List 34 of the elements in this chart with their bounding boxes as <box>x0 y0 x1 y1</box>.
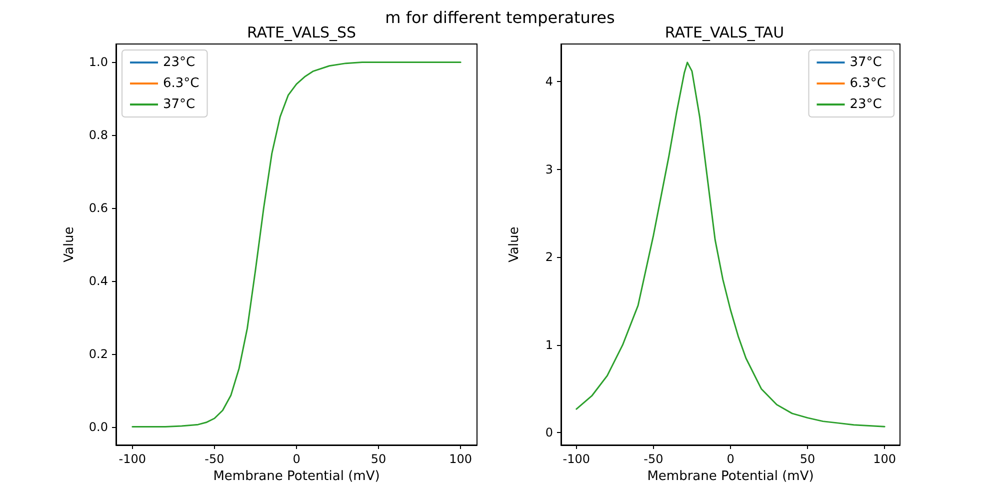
x-tick-label: 100 <box>449 452 472 466</box>
x-tick-label: 50 <box>800 452 816 466</box>
chart-title: RATE_VALS_SS <box>246 24 356 42</box>
x-tick-label: 50 <box>370 452 386 466</box>
y-axis-title: Value <box>507 226 522 262</box>
x-axis-title: Membrane Potential (mV) <box>647 469 814 484</box>
y-tick-label: 0.0 <box>88 420 108 434</box>
legend-label: 6.3°C <box>163 76 200 91</box>
y-tick-label: 2 <box>545 250 553 264</box>
y-axis-title: Value <box>62 226 77 262</box>
x-tick-label: 100 <box>873 452 896 466</box>
legend-label: 6.3°C <box>850 76 886 91</box>
text: m for different temperatures <box>385 8 615 27</box>
y-tick-label: 0.6 <box>88 201 108 216</box>
chart-title: RATE_VALS_TAU <box>664 24 784 42</box>
y-tick-label: 3 <box>545 162 553 176</box>
x-tick-label: -50 <box>644 452 664 466</box>
y-tick-label: 1 <box>545 338 553 352</box>
y-tick-label: 4 <box>545 74 553 89</box>
x-tick-label: 0 <box>292 452 300 466</box>
x-tick-label: -50 <box>204 452 224 466</box>
y-tick-label: 0.4 <box>88 274 108 288</box>
x-tick-label: 0 <box>726 452 734 466</box>
y-tick-label: 0 <box>545 426 553 440</box>
legend-label: 23°C <box>163 55 196 70</box>
y-tick-label: 1.0 <box>88 55 108 70</box>
y-tick-label: 0.8 <box>88 128 108 142</box>
x-tick-label: -100 <box>118 452 146 466</box>
legend-label: 37°C <box>163 97 196 112</box>
legend-label: 23°C <box>850 97 882 112</box>
y-tick-label: 0.2 <box>88 346 108 361</box>
x-axis-title: Membrane Potential (mV) <box>213 469 380 484</box>
x-tick-label: -100 <box>562 452 590 466</box>
legend-label: 37°C <box>850 55 882 70</box>
